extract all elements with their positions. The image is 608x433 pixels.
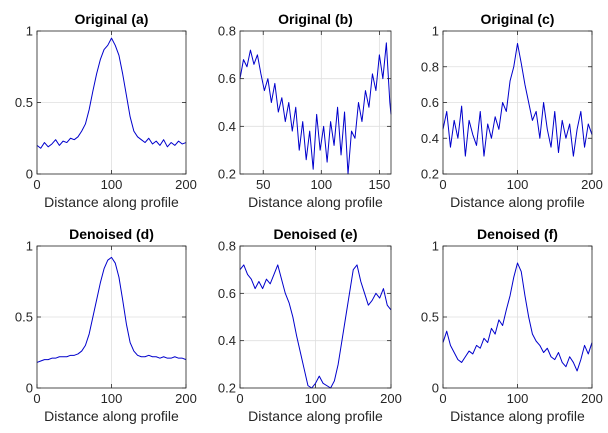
chart-panel-5: 0 100 200 0.2 0.4 0.6 0.8 Denoised (e) Distance … [218,226,402,424]
y-tick-label-3: 0.8 [218,24,236,39]
y-tick-label-0: 0.2 [421,167,439,182]
y-tick-label-0: 0 [432,381,439,396]
axes-box [239,30,392,175]
series-line-0 [442,43,593,157]
y-tick-label-2: 0.6 [421,95,439,110]
y-tick-label-0: 0 [26,167,33,182]
x-axis-label: Distance along profile [450,194,585,210]
y-tick-label-1: 0.5 [421,310,439,325]
chart-title: Denoised (d) [69,226,154,242]
y-tick-label-1: 0.4 [218,119,236,134]
chart-title: Original (a) [75,11,149,27]
y-tick-label-2: 0.6 [218,71,236,86]
y-tick-label-1: 0.4 [421,131,439,146]
x-tick-label-2: 200 [175,177,197,192]
x-tick-label-0: 0 [33,391,40,406]
axes-background [240,31,391,174]
chart-panel-3: 0 100 200 0.2 0.4 0.6 0.8 1 Original (c) Distance… [421,11,603,210]
chart-panel-4: 0 100 200 0 0.5 1 Denoised (d) Distance along p… [15,226,197,424]
chart-title: Original (c) [481,11,555,27]
chart-title: Denoised (f) [477,226,558,242]
x-tick-label-2: 200 [581,391,603,406]
y-tick-label-0: 0.2 [218,381,236,396]
x-tick-label-1: 100 [507,391,529,406]
series-line-0 [36,256,187,363]
y-tick-label-1: 0.5 [15,310,33,325]
y-tick-label-2: 1 [432,239,439,254]
x-tick-label-0: 0 [236,391,243,406]
x-tick-label-1: 100 [310,177,332,192]
chart-panel-6: 0 100 200 0 0.5 1 Denoised (f) Distance along p… [421,226,603,424]
chart-title: Original (b) [278,11,353,27]
series-line-0 [36,37,187,149]
y-tick-label-2: 0.6 [218,286,236,301]
y-tick-label-3: 0.8 [421,59,439,74]
series-line-0 [239,264,392,389]
x-tick-label-2: 200 [175,391,197,406]
chart-panel-1: 0 100 200 0 0.5 1 Original (a) Distance along p… [15,11,197,210]
y-tick-label-3: 0.8 [218,239,236,254]
x-tick-label-0: 50 [256,177,270,192]
x-tick-label-2: 200 [380,391,402,406]
x-tick-label-1: 100 [101,177,123,192]
x-tick-label-2: 200 [581,177,603,192]
x-axis-label: Distance along profile [450,408,585,424]
x-tick-label-1: 100 [507,177,529,192]
x-axis-label: Distance along profile [248,194,383,210]
x-tick-label-0: 0 [439,177,446,192]
x-axis-label: Distance along profile [44,194,179,210]
x-axis-label: Distance along profile [44,408,179,424]
y-tick-label-1: 0.5 [15,95,33,110]
x-axis-label: Distance along profile [248,408,383,424]
y-tick-label-0: 0 [26,381,33,396]
x-tick-label-0: 0 [439,391,446,406]
y-tick-label-2: 1 [26,24,33,39]
x-tick-label-0: 0 [33,177,40,192]
y-tick-label-0: 0.2 [218,167,236,182]
x-tick-label-1: 100 [305,391,327,406]
y-tick-label-2: 1 [26,239,33,254]
y-tick-label-1: 0.4 [218,333,236,348]
x-tick-label-2: 150 [369,177,391,192]
y-tick-label-4: 1 [432,24,439,39]
series-line-0 [239,42,392,175]
series-line-0 [442,262,593,372]
chart-panel-2: 50 100 150 0.2 0.4 0.6 0.8 Original (b) Distance… [218,11,392,210]
chart-title: Denoised (e) [273,226,357,242]
x-tick-label-1: 100 [101,391,123,406]
